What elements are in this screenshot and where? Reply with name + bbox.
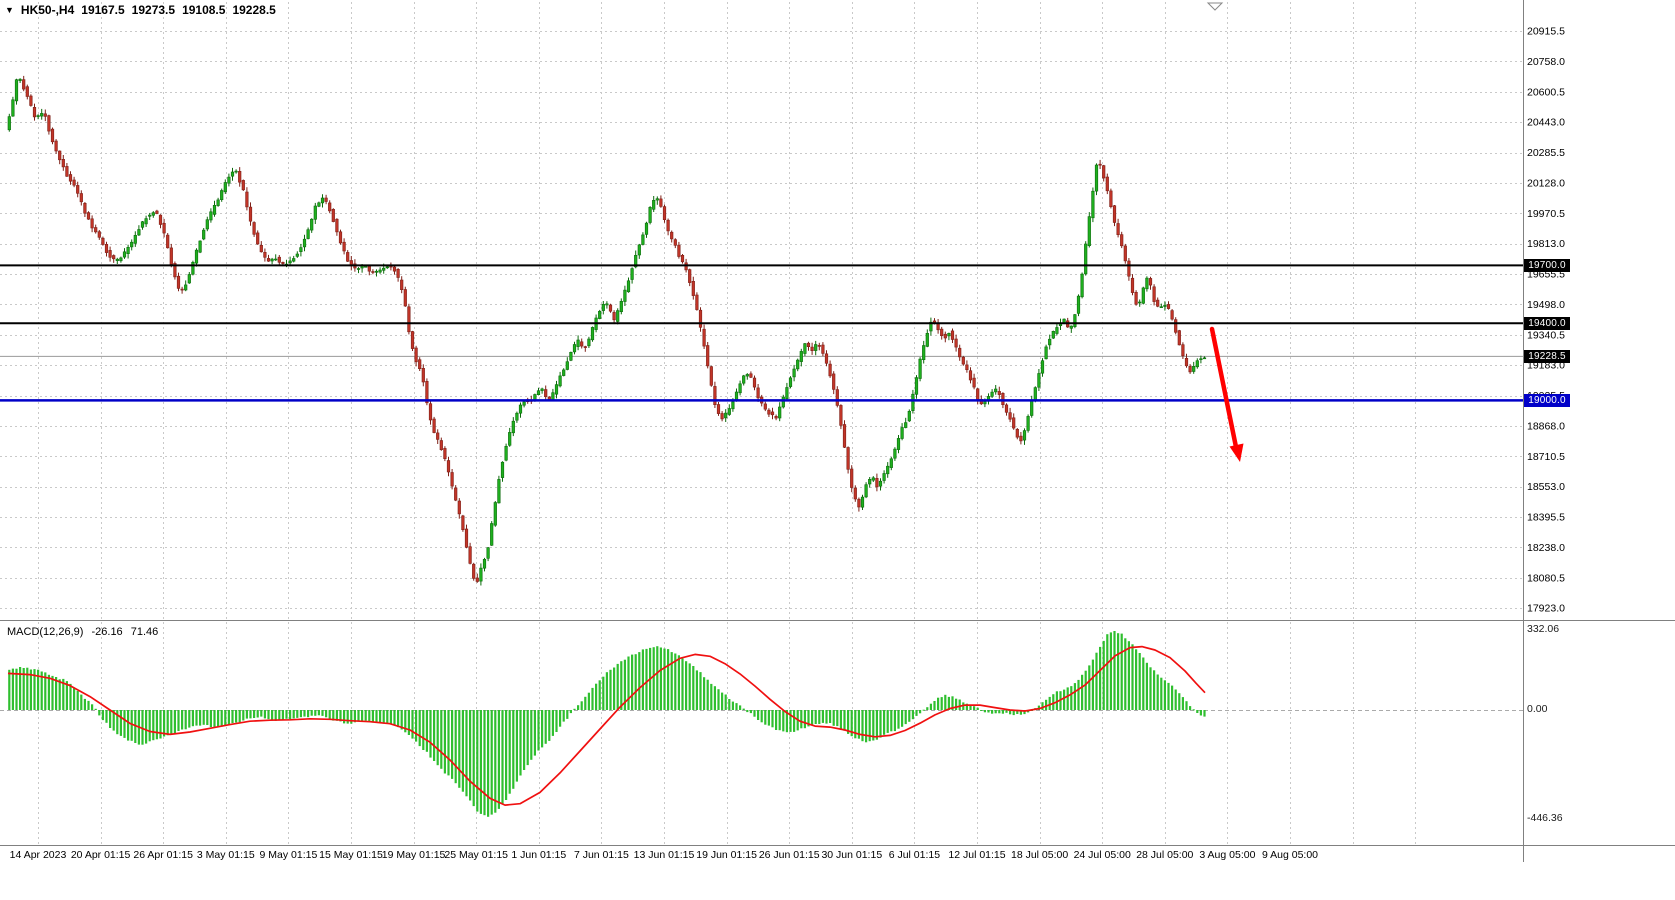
price-tick-label: 18553.0: [1527, 481, 1565, 493]
time-axis-label: 24 Jul 05:00: [1074, 849, 1131, 861]
macd-histogram: [8, 631, 1206, 817]
macd-axis-min-label: -446.36: [1527, 812, 1563, 824]
macd-signal-value: 71.46: [130, 626, 159, 638]
time-axis-label: 13 Jun 01:15: [634, 849, 695, 861]
time-axis-label: 14 Apr 2023: [10, 849, 67, 861]
macd-name: MACD(12,26,9): [7, 626, 84, 638]
symbol-dropdown-icon[interactable]: ▼: [5, 5, 14, 15]
time-axis-label: 9 May 01:15: [260, 849, 318, 861]
price-label-support-19400: 19400.0: [1524, 317, 1570, 330]
time-axis-label: 3 May 01:15: [197, 849, 255, 861]
price-tick-label: 17923.0: [1527, 603, 1565, 615]
time-axis-label: 15 May 01:15: [319, 849, 383, 861]
chart-shift-marker[interactable]: [1206, 2, 1224, 11]
time-axis-label: 3 Aug 05:00: [1199, 849, 1255, 861]
time-axis-label: 18 Jul 05:00: [1011, 849, 1068, 861]
price-label-blue-level-19000: 19000.0: [1524, 394, 1570, 407]
quote-header: ▼ HK50-,H4 19167.5 19273.5 19108.5 19228…: [5, 3, 276, 17]
price-tick-label: 20915.5: [1527, 26, 1565, 38]
price-tick-label: 18868.0: [1527, 420, 1565, 432]
macd-main-value: -26.16: [91, 626, 123, 638]
price-tick-label: 19498.0: [1527, 299, 1565, 311]
quote-high: 19273.5: [131, 3, 176, 17]
time-axis-label: 20 Apr 01:15: [71, 849, 131, 861]
macd-indicator-label: MACD(12,26,9) -26.16 71.46: [7, 626, 163, 638]
price-label-current-price: 19228.5: [1524, 350, 1570, 363]
time-axis-labels: 14 Apr 2023 20 Apr 01:15 26 Apr 01:15 3 May…: [10, 849, 1319, 861]
symbol-period-label: HK50-,H4: [20, 3, 75, 17]
price-tick-label: 19813.0: [1527, 238, 1565, 250]
price-tick-label: 18710.5: [1527, 451, 1565, 463]
grid: [0, 2, 1523, 845]
time-axis-label: 7 Jun 01:15: [574, 849, 629, 861]
macd-axis-zero-label: 0.00: [1527, 703, 1548, 715]
time-axis-label: 6 Jul 01:15: [889, 849, 941, 861]
time-axis-label: 28 Jul 05:00: [1136, 849, 1193, 861]
price-tick-label: 19340.5: [1527, 329, 1565, 341]
price-label-resistance-19700: 19700.0: [1524, 259, 1570, 272]
quote-open: 19167.5: [81, 3, 125, 17]
time-axis-label: 9 Aug 05:00: [1262, 849, 1318, 861]
quote-close: 19228.5: [232, 3, 276, 17]
price-tick-label: 18080.5: [1527, 572, 1565, 584]
price-tick-label: 20600.5: [1527, 86, 1565, 98]
time-axis-label: 12 Jul 01:15: [948, 849, 1005, 861]
macd-axis-max-label: 332.06: [1527, 623, 1560, 635]
price-tick-label: 18395.5: [1527, 512, 1565, 524]
price-tick-label: 20285.5: [1527, 147, 1565, 159]
price-tick-label: 20128.0: [1527, 177, 1565, 189]
trend-arrow-annotation[interactable]: [1209, 326, 1244, 462]
time-axis-label: 19 May 01:15: [382, 849, 446, 861]
time-axis-label: 1 Jun 01:15: [511, 849, 566, 861]
candlesticks: [7, 75, 1207, 586]
price-tick-label: 20443.0: [1527, 117, 1565, 129]
time-axis-label: 25 May 01:15: [444, 849, 508, 861]
time-axis-label: 19 Jun 01:15: [696, 849, 757, 861]
quote-low: 19108.5: [182, 3, 226, 17]
price-tick-label: 19970.5: [1527, 208, 1565, 220]
time-axis-label: 30 Jun 01:15: [821, 849, 882, 861]
time-axis-label: 26 Apr 01:15: [133, 849, 193, 861]
time-axis-label: 26 Jun 01:15: [759, 849, 820, 861]
price-tick-label: 18238.0: [1527, 542, 1565, 554]
price-tick-label: 20758.0: [1527, 56, 1565, 68]
macd-signal-line: [7, 645, 1206, 806]
